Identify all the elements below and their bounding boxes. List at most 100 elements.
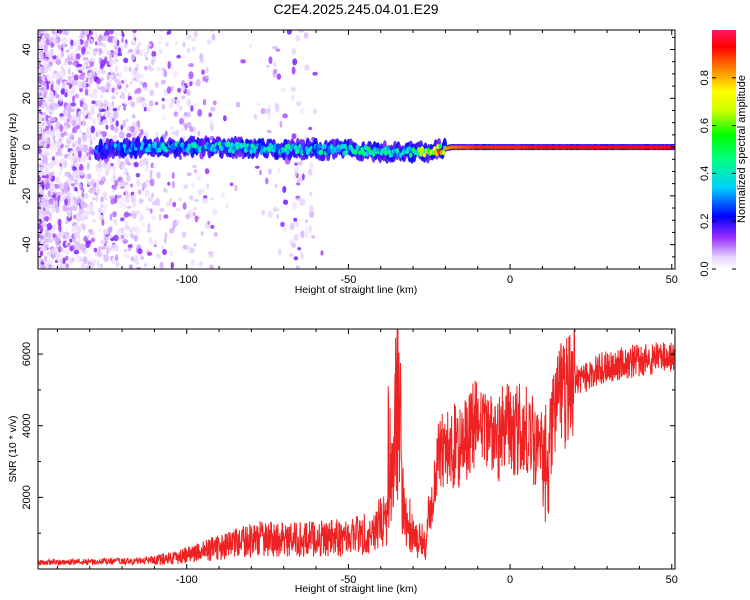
noise-speckle [82, 134, 88, 143]
noise-speckle [130, 256, 135, 262]
noise-speckle [74, 241, 80, 247]
noise-speckle [97, 116, 102, 122]
noise-speckle [74, 178, 77, 185]
noise-speckle [138, 96, 143, 104]
noise-speckle [70, 102, 77, 107]
noise-speckle [106, 79, 111, 84]
noise-speckle [38, 201, 41, 210]
noise-speckle [139, 49, 144, 57]
noise-speckle [89, 228, 94, 236]
noise-speckle [295, 265, 300, 269]
noise-speckle [144, 189, 148, 197]
noise-speckle [68, 54, 72, 58]
noise-speckle [123, 64, 128, 73]
noise-speckle [48, 172, 53, 181]
noise-speckle [99, 159, 102, 165]
noise-speckle [41, 122, 45, 127]
noise-speckle [235, 101, 241, 108]
noise-speckle [189, 81, 193, 87]
noise-speckle [298, 30, 304, 33]
noise-speckle [289, 222, 295, 231]
noise-speckle [79, 30, 83, 35]
noise-speckle [120, 124, 124, 131]
noise-speckle [45, 130, 51, 134]
noise-speckle [291, 66, 296, 75]
noise-speckle [146, 46, 150, 54]
noise-speckle [139, 213, 144, 219]
noise-speckle [123, 105, 126, 111]
noise-speckle [191, 37, 196, 42]
noise-speckle [54, 239, 60, 243]
spec-x-tick-label: -50 [340, 274, 356, 286]
noise-speckle [118, 47, 121, 55]
noise-speckle [44, 33, 50, 40]
noise-speckle [164, 237, 167, 244]
noise-speckle [102, 119, 108, 124]
noise-speckle [104, 112, 110, 119]
noise-speckle [66, 231, 70, 237]
noise-speckle [93, 92, 98, 99]
noise-speckle [139, 128, 144, 136]
noise-speckle [309, 161, 314, 169]
snr-x-tick-label: 50 [666, 574, 678, 586]
noise-speckle [39, 44, 44, 50]
noise-speckle [131, 37, 135, 44]
noise-speckle [225, 203, 229, 210]
noise-speckle [52, 233, 56, 239]
noise-speckle [97, 68, 101, 75]
noise-speckle [166, 31, 170, 35]
noise-speckle [117, 232, 121, 237]
noise-speckle [61, 257, 66, 264]
noise-speckle [95, 169, 100, 174]
noise-speckle [58, 258, 63, 264]
noise-speckle [296, 182, 301, 186]
noise-speckle [40, 141, 44, 148]
spectrogram-x-label: Height of straight line (km) [295, 284, 418, 296]
ridge-core [122, 143, 127, 149]
noise-speckle [38, 233, 41, 239]
noise-speckle [128, 264, 133, 269]
noise-speckle [50, 125, 54, 131]
noise-speckle [196, 262, 202, 266]
noise-speckle [57, 30, 63, 34]
noise-speckle [42, 87, 47, 93]
noise-speckle [72, 126, 78, 134]
noise-speckle [97, 246, 102, 251]
spec-x-tick-label: 0 [507, 274, 513, 286]
noise-speckle [133, 161, 139, 168]
noise-speckle [48, 142, 54, 150]
noise-speckle [188, 71, 194, 80]
noise-speckle [210, 123, 214, 132]
noise-speckle [146, 43, 152, 47]
noise-speckle [112, 169, 116, 177]
noise-speckle [135, 96, 140, 105]
noise-speckle [309, 191, 312, 196]
noise-speckle [182, 202, 187, 210]
noise-speckle [126, 224, 129, 231]
noise-speckle [79, 73, 85, 81]
noise-speckle [135, 72, 141, 80]
noise-speckle [300, 108, 305, 115]
noise-speckle [82, 256, 88, 264]
noise-speckle [67, 60, 73, 66]
noise-speckle [67, 209, 71, 215]
noise-speckle [59, 231, 64, 235]
noise-speckle [296, 101, 302, 107]
ridge-core [285, 149, 290, 155]
noise-speckle [71, 71, 75, 78]
noise-speckle [135, 227, 141, 235]
noise-speckle [91, 70, 94, 77]
noise-speckle [49, 48, 54, 56]
noise-speckle [80, 35, 84, 40]
noise-speckle [108, 195, 115, 199]
noise-speckle [294, 167, 300, 174]
noise-speckle [161, 70, 164, 77]
noise-speckle [85, 83, 89, 88]
noise-speckle [146, 107, 152, 113]
noise-speckle [70, 155, 75, 163]
noise-speckle [166, 201, 172, 208]
noise-speckle [163, 214, 169, 219]
noise-speckle [186, 172, 192, 177]
noise-speckle [169, 228, 175, 234]
noise-speckle [266, 64, 270, 68]
